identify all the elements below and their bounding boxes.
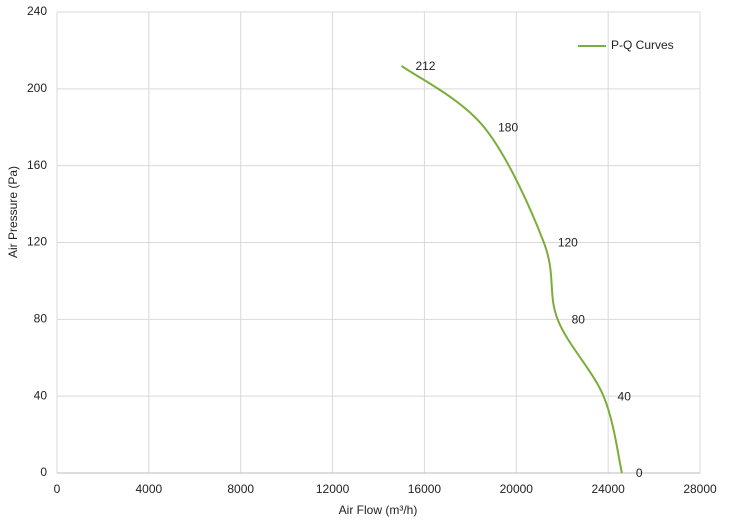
y-tick-label: 240 — [27, 4, 47, 18]
x-tick-label: 28000 — [683, 482, 717, 496]
data-label: 0 — [636, 466, 643, 480]
x-tick-label: 4000 — [136, 482, 163, 496]
y-axis-title: Air Pressure (Pa) — [6, 166, 20, 258]
x-tick-label: 8000 — [227, 482, 254, 496]
data-label: 80 — [572, 313, 586, 327]
y-tick-label: 0 — [40, 465, 47, 479]
x-tick-label: 12000 — [316, 482, 350, 496]
data-label: 212 — [415, 59, 435, 73]
y-tick-label: 120 — [27, 235, 47, 249]
x-tick-label: 0 — [54, 482, 61, 496]
y-tick-label: 160 — [27, 158, 47, 172]
data-label: 180 — [498, 120, 518, 134]
x-tick-label: 24000 — [591, 482, 625, 496]
x-axis-title: Air Flow (m³/h) — [339, 503, 418, 517]
data-label: 120 — [558, 236, 578, 250]
x-tick-label: 16000 — [408, 482, 442, 496]
legend-label: P-Q Curves — [611, 38, 674, 52]
y-tick-label: 80 — [34, 312, 48, 326]
y-tick-label: 40 — [34, 388, 48, 402]
data-label: 40 — [618, 389, 632, 403]
y-tick-label: 200 — [27, 81, 47, 95]
pq-curve — [400, 64, 623, 474]
x-tick-label: 20000 — [500, 482, 534, 496]
